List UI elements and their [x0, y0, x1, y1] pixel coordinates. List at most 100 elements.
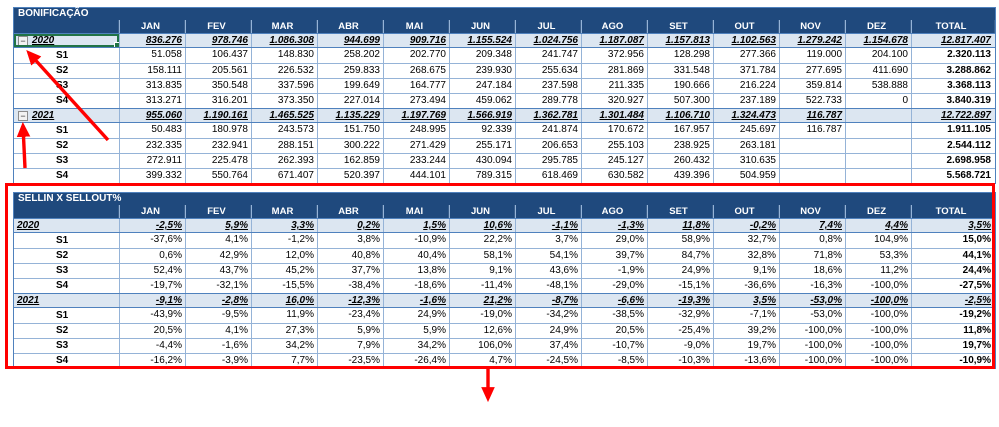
value-cell[interactable]: -38,5% — [581, 308, 647, 323]
value-cell[interactable]: 337.596 — [251, 79, 317, 93]
value-cell[interactable]: -34,2% — [515, 308, 581, 323]
value-cell[interactable]: 1.187.087 — [581, 34, 647, 47]
value-cell[interactable]: 13,8% — [383, 264, 449, 278]
row-label-cell[interactable]: S3 — [14, 79, 119, 93]
value-cell[interactable]: -16,2% — [119, 354, 185, 368]
value-cell[interactable]: 32,8% — [713, 249, 779, 263]
value-cell[interactable]: 34,2% — [383, 339, 449, 353]
value-cell[interactable]: -23,4% — [317, 308, 383, 323]
value-cell[interactable]: 20,5% — [581, 324, 647, 338]
value-cell[interactable]: 29,0% — [581, 233, 647, 248]
value-cell[interactable]: 1.086.308 — [251, 34, 317, 47]
value-cell[interactable]: 11,9% — [251, 308, 317, 323]
value-cell[interactable]: -100,0% — [779, 339, 845, 353]
value-cell[interactable]: 58,9% — [647, 233, 713, 248]
value-cell[interactable]: 255.171 — [449, 139, 515, 153]
value-cell[interactable]: 411.690 — [845, 64, 911, 78]
value-cell[interactable]: 259.833 — [317, 64, 383, 78]
value-cell[interactable]: -48,1% — [515, 279, 581, 293]
value-cell[interactable]: -25,4% — [647, 324, 713, 338]
value-cell[interactable]: -100,0% — [845, 279, 911, 293]
value-cell[interactable]: 978.746 — [185, 34, 251, 47]
value-cell[interactable]: 313.835 — [119, 79, 185, 93]
value-cell[interactable]: 7,4% — [779, 219, 845, 232]
total-cell[interactable]: 15,0% — [911, 233, 995, 248]
value-cell[interactable]: 239.930 — [449, 64, 515, 78]
value-cell[interactable]: 92.339 — [449, 123, 515, 138]
value-cell[interactable]: 238.925 — [647, 139, 713, 153]
value-cell[interactable]: 262.393 — [251, 154, 317, 168]
value-cell[interactable]: 271.429 — [383, 139, 449, 153]
value-cell[interactable]: 1.157.813 — [647, 34, 713, 47]
value-cell[interactable]: 0,8% — [779, 233, 845, 248]
value-cell[interactable]: -8,5% — [581, 354, 647, 368]
value-cell[interactable]: 50.483 — [119, 123, 185, 138]
value-cell[interactable]: 27,3% — [251, 324, 317, 338]
value-cell[interactable]: 371.784 — [713, 64, 779, 78]
value-cell[interactable]: 16,0% — [251, 294, 317, 307]
value-cell[interactable]: 40,8% — [317, 249, 383, 263]
value-cell[interactable]: -9,1% — [119, 294, 185, 307]
row-label-cell[interactable]: S4 — [14, 94, 119, 108]
value-cell[interactable]: 204.100 — [845, 48, 911, 63]
value-cell[interactable]: 237.189 — [713, 94, 779, 108]
value-cell[interactable]: 1.324.473 — [713, 109, 779, 122]
value-cell[interactable]: 34,2% — [251, 339, 317, 353]
value-cell[interactable]: 1.155.524 — [449, 34, 515, 47]
value-cell[interactable] — [845, 109, 911, 122]
value-cell[interactable]: -19,3% — [647, 294, 713, 307]
value-cell[interactable]: 199.649 — [317, 79, 383, 93]
total-cell[interactable]: 12.817.407 — [911, 34, 995, 47]
value-cell[interactable]: 180.978 — [185, 123, 251, 138]
value-cell[interactable]: 205.561 — [185, 64, 251, 78]
value-cell[interactable]: 4,4% — [845, 219, 911, 232]
value-cell[interactable]: -100,0% — [845, 354, 911, 368]
total-cell[interactable]: 3.840.319 — [911, 94, 995, 108]
value-cell[interactable]: 504.959 — [713, 169, 779, 183]
value-cell[interactable]: 32,7% — [713, 233, 779, 248]
value-cell[interactable]: 944.699 — [317, 34, 383, 47]
value-cell[interactable]: 84,7% — [647, 249, 713, 263]
value-cell[interactable]: -4,4% — [119, 339, 185, 353]
value-cell[interactable]: -100,0% — [845, 339, 911, 353]
value-cell[interactable] — [845, 154, 911, 168]
value-cell[interactable]: 372.956 — [581, 48, 647, 63]
row-label-cell[interactable]: S2 — [14, 64, 119, 78]
value-cell[interactable]: -10,9% — [383, 233, 449, 248]
total-cell[interactable]: 1.911.105 — [911, 123, 995, 138]
value-cell[interactable] — [845, 169, 911, 183]
value-cell[interactable]: 209.348 — [449, 48, 515, 63]
value-cell[interactable]: -100,0% — [845, 294, 911, 307]
value-cell[interactable]: 11,8% — [647, 219, 713, 232]
value-cell[interactable]: -38,4% — [317, 279, 383, 293]
collapse-minus-icon[interactable]: − — [18, 35, 28, 46]
value-cell[interactable]: 51.058 — [119, 48, 185, 63]
value-cell[interactable]: 43,7% — [185, 264, 251, 278]
value-cell[interactable] — [779, 154, 845, 168]
value-cell[interactable]: -11,4% — [449, 279, 515, 293]
value-cell[interactable]: -13,6% — [713, 354, 779, 368]
value-cell[interactable]: 272.911 — [119, 154, 185, 168]
value-cell[interactable]: -19,0% — [449, 308, 515, 323]
value-cell[interactable]: 52,4% — [119, 264, 185, 278]
row-label-cell[interactable]: −2021 — [14, 109, 119, 122]
value-cell[interactable]: -10,7% — [581, 339, 647, 353]
value-cell[interactable]: 37,7% — [317, 264, 383, 278]
value-cell[interactable]: 1.135.229 — [317, 109, 383, 122]
row-label-cell[interactable]: 2021 — [14, 294, 119, 307]
value-cell[interactable]: -15,1% — [647, 279, 713, 293]
value-cell[interactable]: 630.582 — [581, 169, 647, 183]
value-cell[interactable]: 1.106.710 — [647, 109, 713, 122]
value-cell[interactable]: 331.548 — [647, 64, 713, 78]
value-cell[interactable]: 43,6% — [515, 264, 581, 278]
value-cell[interactable]: 258.202 — [317, 48, 383, 63]
row-label-cell[interactable]: S4 — [14, 279, 119, 293]
value-cell[interactable]: -32,9% — [647, 308, 713, 323]
value-cell[interactable]: -3,9% — [185, 354, 251, 368]
value-cell[interactable]: -1,9% — [581, 264, 647, 278]
value-cell[interactable]: 836.276 — [119, 34, 185, 47]
value-cell[interactable]: 158.111 — [119, 64, 185, 78]
value-cell[interactable]: -9,5% — [185, 308, 251, 323]
value-cell[interactable]: -18,6% — [383, 279, 449, 293]
value-cell[interactable]: 1.190.161 — [185, 109, 251, 122]
